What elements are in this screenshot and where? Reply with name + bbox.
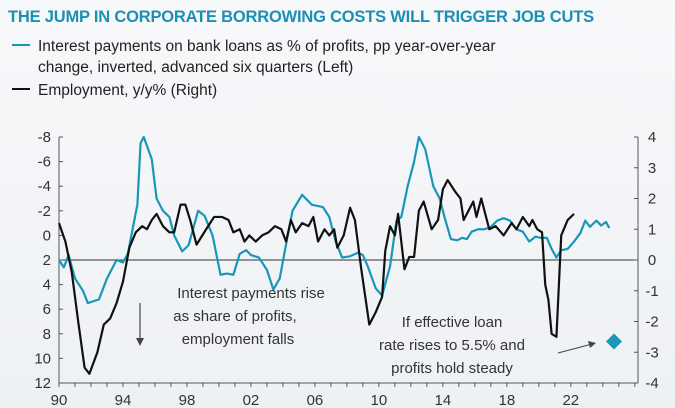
employment-line: [57, 178, 575, 375]
left-tick-label: 6: [43, 301, 51, 318]
legend-interest-cont: change, inverted, advanced six quarters …: [38, 59, 354, 76]
x-tick-label: 10: [371, 392, 388, 408]
right-tick-label: -1: [645, 283, 658, 300]
left-tick-label: -4: [38, 178, 51, 195]
legend-swatch-employment: [12, 87, 30, 91]
annotation-projection-line: profits hold steady: [391, 360, 513, 377]
left-tick-label: 10: [34, 350, 51, 367]
left-tick-label: 8: [43, 326, 51, 343]
legend-swatch-interest: [12, 43, 30, 47]
legend-label-interest: Interest payments on bank loans as % of …: [38, 38, 496, 55]
right-tick-label: -4: [645, 375, 658, 392]
right-tick-label: -2: [645, 314, 658, 331]
annotation-interest-line: employment falls: [182, 331, 295, 348]
x-tick-label: 18: [499, 392, 516, 408]
x-tick-label: 94: [115, 392, 132, 408]
right-tick-label: 0: [648, 252, 656, 269]
left-tick-label: -8: [38, 129, 51, 146]
left-tick-label: 0: [43, 227, 51, 244]
annotation-interest-line: as share of profits,: [173, 308, 296, 325]
annotation-projection-line: rate rises to 5.5% and: [379, 337, 525, 354]
right-tick-label: -3: [645, 344, 658, 361]
right-tick-label: 3: [648, 160, 656, 177]
chart-title: THE JUMP IN CORPORATE BORROWING COSTS WI…: [8, 8, 594, 26]
legend-interest: Interest payments on bank loans as % of …: [12, 36, 495, 57]
left-tick-label: 2: [43, 252, 51, 269]
right-tick-label: 1: [648, 221, 656, 238]
projection-arrow-shaft: [557, 343, 593, 354]
right-tick-label: 2: [648, 191, 656, 208]
legend-employment: Employment, y/y% (Right): [12, 80, 217, 101]
left-tick-label: 4: [43, 277, 51, 294]
x-tick-label: 02: [243, 392, 260, 408]
x-tick-label: 06: [307, 392, 324, 408]
legend-label-employment: Employment, y/y% (Right): [38, 82, 218, 99]
annotation-projection-line: If effective loan: [402, 314, 503, 331]
left-tick-label: -2: [38, 203, 51, 220]
right-tick-label: 4: [648, 129, 656, 146]
left-tick-label: 12: [34, 375, 51, 392]
x-tick-label: 14: [435, 392, 452, 408]
annotation-interest-line: Interest payments rise: [177, 285, 325, 302]
x-tick-label: 22: [562, 392, 579, 408]
projection-arrow-icon: [588, 341, 596, 348]
interest-payments-line: [58, 135, 611, 305]
projection-diamond-marker: [606, 333, 623, 350]
down-arrow-icon: [136, 338, 144, 346]
left-tick-label: -6: [38, 154, 51, 171]
x-tick-label: 98: [179, 392, 196, 408]
x-tick-label: 90: [51, 392, 68, 408]
